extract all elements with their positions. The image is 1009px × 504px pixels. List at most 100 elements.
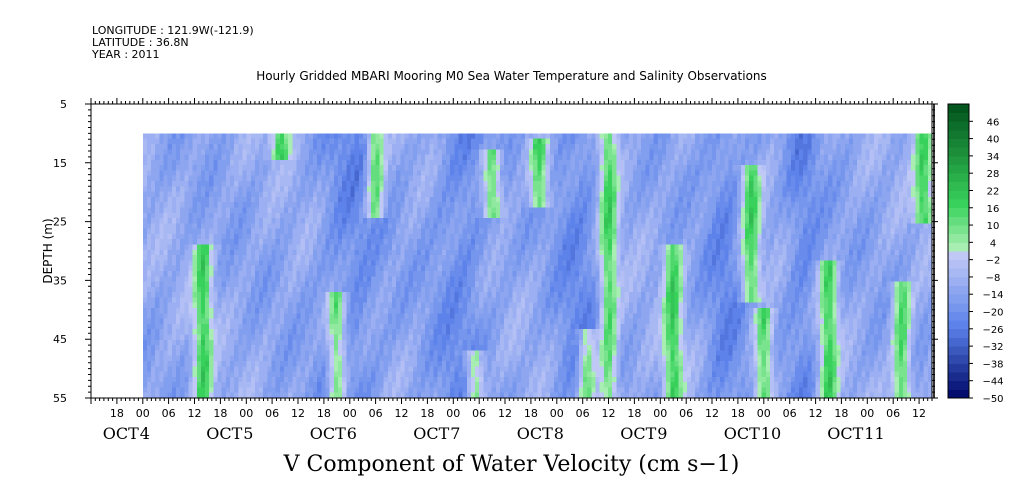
heatmap-cell	[425, 133, 430, 140]
heatmap-cell	[524, 265, 530, 272]
heatmap-cell	[396, 138, 401, 145]
heatmap-cell	[304, 239, 310, 246]
heatmap-cell	[333, 175, 339, 182]
heatmap-cell	[229, 165, 235, 172]
heatmap-cell	[263, 244, 268, 251]
heatmap-cell	[263, 366, 268, 373]
heatmap-cell	[429, 313, 435, 320]
heatmap-cell	[225, 159, 231, 166]
heatmap-cell	[146, 376, 152, 383]
heatmap-cell	[516, 159, 522, 166]
heatmap-cell	[196, 207, 202, 214]
heatmap-cell	[549, 355, 555, 362]
heatmap-cell	[283, 302, 289, 309]
heatmap-cell	[437, 255, 443, 262]
heatmap-cell	[317, 138, 322, 145]
heatmap-cell	[404, 313, 410, 320]
heatmap-cell	[267, 191, 273, 198]
heatmap-cell	[441, 329, 447, 336]
heatmap-cell	[499, 265, 505, 272]
heatmap-cell	[171, 334, 177, 341]
heatmap-cell	[271, 170, 277, 177]
heatmap-cell	[209, 181, 214, 187]
heatmap-cell	[466, 382, 472, 389]
heatmap-cell	[404, 212, 410, 219]
heatmap-cell	[508, 355, 514, 362]
heatmap-cell	[362, 170, 368, 177]
heatmap-cell	[524, 392, 530, 399]
heatmap-cell	[408, 313, 414, 320]
heatmap-cell	[246, 360, 252, 367]
heatmap-cell	[200, 366, 206, 373]
heatmap-cell	[362, 133, 368, 140]
heatmap-cell	[400, 143, 406, 150]
heatmap-cell	[533, 376, 538, 383]
heatmap-cell	[541, 382, 547, 389]
heatmap-cell	[396, 350, 401, 357]
heatmap-cell	[437, 302, 443, 309]
heatmap-cell	[387, 218, 393, 224]
heatmap-cell	[184, 218, 190, 224]
heatmap-cell	[400, 149, 406, 156]
heatmap-cell	[362, 297, 368, 304]
heatmap-cell	[151, 297, 156, 304]
heatmap-cell	[508, 382, 514, 389]
heatmap-cell	[475, 143, 480, 150]
heatmap-cell	[283, 355, 289, 362]
heatmap-cell	[504, 329, 509, 336]
heatmap-cell	[400, 366, 406, 373]
heatmap-cell	[533, 329, 538, 336]
heatmap-cell	[296, 154, 302, 161]
heatmap-cell	[300, 387, 306, 394]
heatmap-cell	[362, 159, 368, 166]
heatmap-cell	[300, 218, 306, 224]
heatmap-cell	[263, 376, 268, 383]
heatmap-cell	[416, 360, 422, 367]
heatmap-cell	[337, 387, 343, 394]
heatmap-cell	[396, 355, 401, 362]
heatmap-cell	[433, 297, 439, 304]
heatmap-cell	[367, 339, 372, 346]
heatmap-cell	[499, 244, 505, 251]
heatmap-cell	[254, 159, 260, 166]
heatmap-cell	[151, 302, 156, 309]
heatmap-cell	[200, 382, 206, 389]
heatmap-cell	[533, 323, 538, 330]
heatmap-cell	[375, 212, 381, 219]
heatmap-cell	[375, 255, 381, 262]
heatmap-cell	[450, 186, 455, 193]
heatmap-cell	[362, 387, 368, 394]
heatmap-cell	[408, 376, 414, 383]
heatmap-cell	[454, 270, 460, 277]
heatmap-cell	[267, 350, 273, 357]
heatmap-cell	[259, 376, 264, 383]
heatmap-cell	[416, 313, 422, 320]
heatmap-cell	[475, 138, 480, 145]
heatmap-cell	[346, 143, 352, 150]
heatmap-cell	[391, 297, 397, 304]
heatmap-cell	[487, 376, 493, 383]
heatmap-cell	[304, 276, 310, 283]
heatmap-cell	[263, 191, 268, 198]
heatmap-cell	[375, 186, 381, 193]
heatmap-cell	[275, 260, 281, 267]
heatmap-cell	[142, 313, 148, 320]
heatmap-cell	[487, 355, 493, 362]
heatmap-cell	[242, 154, 248, 161]
heatmap-cell	[242, 360, 248, 367]
heatmap-cell	[445, 350, 451, 357]
heatmap-cell	[516, 371, 522, 378]
heatmap-cell	[250, 329, 256, 336]
heatmap-cell	[196, 318, 202, 325]
heatmap-cell	[313, 133, 318, 140]
heatmap-cell	[163, 191, 169, 198]
heatmap-cell	[462, 376, 468, 383]
heatmap-cell	[375, 281, 381, 288]
heatmap-cell	[450, 233, 455, 240]
heatmap-cell	[367, 350, 372, 357]
heatmap-cell	[180, 154, 185, 161]
heatmap-cell	[441, 392, 447, 399]
heatmap-cell	[192, 170, 198, 177]
heatmap-cell	[516, 133, 522, 140]
heatmap-cell	[337, 260, 343, 267]
